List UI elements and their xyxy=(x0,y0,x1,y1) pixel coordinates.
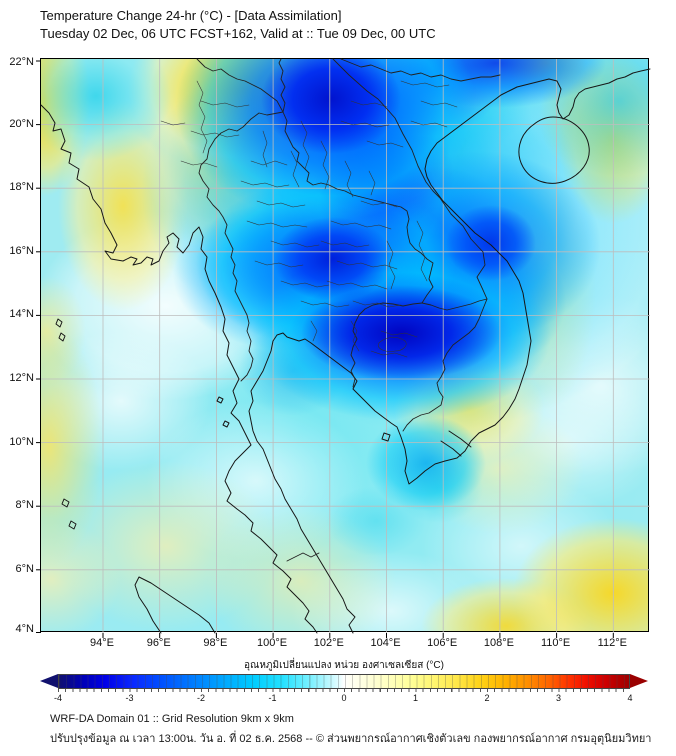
colorbar-tick-label: -3 xyxy=(125,693,134,703)
lon-tick-label: 112°E xyxy=(597,637,627,649)
lat-tick-label: 18°N xyxy=(9,181,34,194)
lon-tick-label: 108°E xyxy=(483,637,514,649)
colorbar-tick-label: -4 xyxy=(53,693,63,703)
axis-ticks xyxy=(36,60,614,638)
lon-tick-label: 102°E xyxy=(313,637,344,649)
colorbar-minor-ticks xyxy=(58,689,630,692)
colorbar-tick-label: 4 xyxy=(627,693,633,703)
coastline-paths xyxy=(40,68,651,634)
chart-subtitle: Tuesday 02 Dec, 06 UTC FCST+162, Valid a… xyxy=(40,26,436,41)
country-border-paths xyxy=(196,58,501,562)
footer-domain-info: WRF-DA Domain 01 :: Grid Resolution 9km … xyxy=(50,713,294,725)
lat-tick-label: 10°N xyxy=(9,435,34,448)
colorbar-tick-label: 0 xyxy=(341,693,347,703)
colorbar-tick-label: 2 xyxy=(484,693,490,703)
colorbar: -4 -3 -2 -1 0 1 2 3 4 xyxy=(40,674,648,703)
lat-tick-label: 16°N xyxy=(9,244,34,257)
colorbar-title: อุณหภูมิเปลี่ยนแปลง หน่วย องศาเซลเซียส (… xyxy=(244,660,444,671)
lat-tick-label: 6°N xyxy=(15,562,34,575)
lat-tick-label: 14°N xyxy=(9,308,34,321)
colorbar-gradient xyxy=(58,674,630,689)
lat-tick-label: 8°N xyxy=(15,499,34,512)
lon-tick-label: 106°E xyxy=(427,637,458,649)
map-overlay xyxy=(36,58,651,638)
lon-tick-label: 110°E xyxy=(540,637,571,649)
map-plot-area xyxy=(36,58,651,638)
lon-tick-label: 100°E xyxy=(257,637,288,649)
temperature-field xyxy=(41,59,648,631)
colorbar-tick-label: -1 xyxy=(268,693,277,703)
footer-update-info: ปรับปรุงข้อมูล ณ เวลา 13:00น. วัน อ. ที่… xyxy=(50,733,652,745)
lat-tick-label: 20°N xyxy=(9,117,34,130)
colorbar-tick-label: 3 xyxy=(555,693,562,703)
chart-title: Temperature Change 24-hr (°C) - [Data As… xyxy=(40,8,342,23)
lon-tick-label: 98°E xyxy=(203,637,228,649)
lat-tick-label: 4°N xyxy=(15,623,34,635)
lat-tick-label: 12°N xyxy=(9,372,34,384)
colorbar-tick-label: -2 xyxy=(196,693,206,703)
graticule xyxy=(41,59,650,633)
lat-tick-label: 22°N xyxy=(9,56,34,68)
colorbar-right-arrow xyxy=(630,674,648,688)
colorbar-tick-label: 1 xyxy=(412,693,419,703)
province-border-paths xyxy=(160,80,458,358)
lon-tick-label: 94°E xyxy=(90,637,114,649)
colorbar-left-arrow xyxy=(40,674,58,688)
lon-tick-label: 96°E xyxy=(146,637,171,649)
lon-tick-label: 104°E xyxy=(370,637,401,649)
